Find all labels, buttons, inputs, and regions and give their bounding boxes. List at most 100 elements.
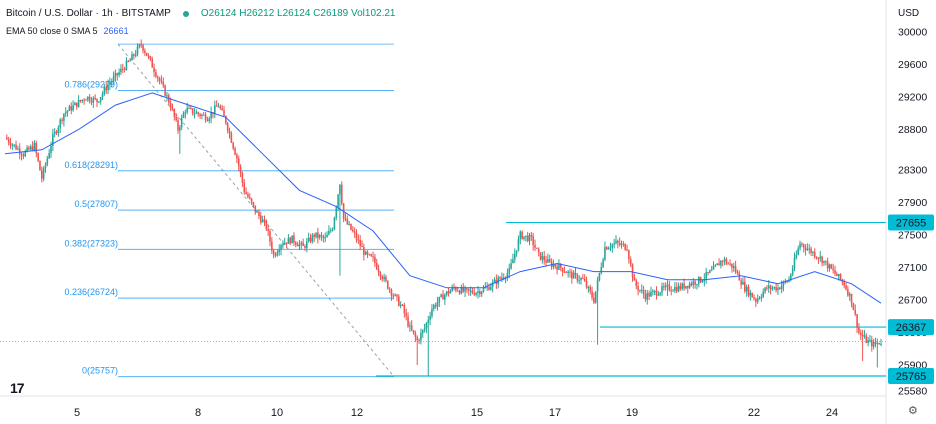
tradingview-logo-icon[interactable]: 17 [10,380,25,396]
candle-body [782,281,785,286]
candle-body [202,114,205,116]
candle-body [490,286,492,290]
candle-body [140,44,142,46]
fibonacci-retracement: 0.786(29279) 0.618(28291) 0.5(27807) 0.382(… [64,43,395,378]
candle-body [13,144,16,146]
candle-body [764,287,766,292]
candle-body [859,332,862,335]
candle-body [92,97,95,103]
candle-body [815,257,818,259]
candle-body [125,60,128,70]
candle-body [745,286,748,292]
candle-body [248,197,251,199]
candle-body [90,101,93,103]
candle-body [223,109,225,116]
candle-body [263,220,266,222]
candle-body [206,120,209,122]
currency-selector[interactable]: USD [898,8,920,19]
candle-body [81,99,84,102]
candle-body [166,95,168,97]
candle-body [245,192,247,195]
candle-body [650,291,652,297]
candle-body [725,259,728,264]
candle-body [867,340,869,343]
candle-body [837,274,840,277]
candle-body [344,218,347,220]
candle-body [184,111,187,114]
candle-body [830,264,833,269]
candle-body [449,290,452,294]
candle-body [370,254,373,257]
candle-body [801,243,803,245]
candle-body [392,295,395,297]
candle-body [298,244,301,247]
candle-body [447,291,450,294]
candle-body [666,284,669,286]
candle-body [167,95,170,103]
candle-body [622,243,625,245]
candle-body [714,265,717,267]
candle-body [213,105,216,114]
candle-body [118,72,120,76]
y-tick-label: 27900 [898,197,927,209]
candle-body [688,283,691,288]
candle-body [808,248,811,250]
candle-body [696,284,698,286]
candle-body [773,287,776,289]
candle-body [762,291,765,297]
candle-body [642,289,645,295]
candle-body [274,254,277,256]
candle-body [685,285,687,289]
candle-body [61,119,63,121]
candle-body [771,287,774,289]
candle-body [414,332,417,338]
candle-body [732,266,735,268]
candle-body [651,291,654,293]
candle-body [848,293,851,296]
candle-body [701,280,704,283]
candle-body [234,148,236,155]
fib-level-label: 0(25757) [82,366,118,376]
candle-body [329,230,332,232]
candle-body [162,81,165,86]
candle-body [394,294,396,296]
x-tick-label: 5 [74,407,80,419]
candle-body [499,277,501,279]
candle-body [374,256,376,264]
candle-body [420,333,422,341]
candle-body [39,160,41,171]
candle-body [574,272,577,275]
candle-body [269,231,271,242]
fib-level-label: 0.786(29279) [64,80,118,90]
candle-body [88,96,91,102]
candle-body [751,292,753,298]
candle-body [282,244,284,246]
candle-body [265,220,268,229]
candle-body [293,235,295,243]
candle-body [655,290,658,296]
candle-body [629,259,632,265]
settings-gear-icon[interactable]: ⚙ [908,405,918,417]
x-tick-label: 8 [195,407,201,419]
candle-body [784,281,787,283]
candle-body [758,297,761,299]
candle-body [456,290,459,292]
candle-body [72,105,74,111]
candle-body [648,293,650,297]
candle-body [421,330,424,334]
candle-body [497,277,500,284]
ema-line [4,92,882,304]
candle-body [311,234,314,242]
candle-body [718,263,720,266]
candle-body [876,342,879,344]
candle-body [491,282,494,287]
candle-body [828,264,831,269]
candle-body [26,147,28,152]
indicator-legend[interactable]: EMA 50 close 0 SMA 5 26661 [6,26,129,36]
symbol-title[interactable]: Bitcoin / U.S. Dollar · 1h · BITSTAMP [6,8,171,19]
candle-body [399,304,402,306]
candle-body [576,274,579,281]
candle-body [525,235,527,237]
candle-body [127,60,130,62]
